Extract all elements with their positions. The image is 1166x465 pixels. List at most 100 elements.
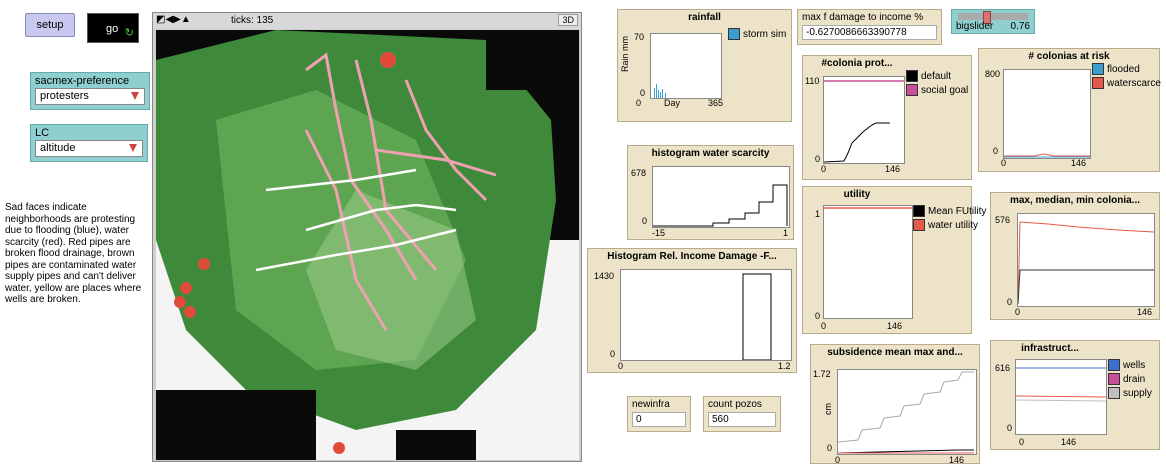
monitor-value: -0.6270086663390778	[802, 25, 937, 40]
rainfall-bars	[654, 84, 666, 98]
chooser-value[interactable]: protesters	[35, 88, 145, 105]
x-max: 146	[949, 455, 965, 465]
monitor-value: 560	[708, 412, 776, 427]
legend-swatch	[1092, 77, 1104, 89]
legend-item: flooded	[1092, 63, 1161, 75]
legend-item: wells	[1108, 359, 1152, 371]
y-max: 616	[995, 363, 1011, 373]
view-controls-icon[interactable]: ◩◀▶▲	[156, 14, 191, 25]
x-label: Day	[664, 98, 681, 108]
world-toolbar: ◩◀▶▲ ticks: 135 3D	[153, 13, 581, 29]
x-min: 0	[821, 164, 827, 174]
histogram-outline	[653, 184, 788, 227]
white-pipes	[255, 168, 457, 272]
legend-item: supply	[1108, 387, 1152, 399]
plot-area	[823, 76, 905, 164]
sad-face-icon	[333, 442, 345, 454]
chooser-label: sacmex-preference	[35, 75, 130, 87]
chooser-value[interactable]: altitude	[35, 140, 143, 157]
world-canvas[interactable]	[156, 30, 579, 460]
water-scarcity-histogram: histogram water scarcity 678 0 -15 1	[627, 145, 794, 240]
y-min: 0	[642, 216, 648, 226]
go-label: go	[106, 23, 119, 35]
x-min: -15	[652, 228, 666, 238]
monitor-value: 0	[632, 412, 686, 427]
y-min: 0	[610, 349, 616, 359]
x-max: 1.2	[778, 361, 791, 371]
plot-area	[823, 205, 913, 319]
slider-handle[interactable]	[982, 11, 991, 24]
series-waterscarce	[1004, 153, 1090, 157]
lc-chooser[interactable]: LC altitude	[30, 124, 148, 162]
black-corner	[396, 430, 476, 460]
series-drain	[1015, 395, 1107, 398]
slider-track[interactable]	[958, 11, 1028, 24]
3d-button[interactable]: 3D	[558, 14, 578, 26]
y-max: 800	[985, 69, 1001, 79]
setup-button[interactable]: setup	[25, 13, 75, 37]
count-pozos-monitor: count pozos 560	[703, 396, 781, 432]
y-min: 0	[1007, 423, 1013, 433]
legend-item: drain	[1108, 373, 1152, 385]
y-max: 70	[634, 32, 645, 42]
sacmex-preference-chooser[interactable]: sacmex-preference protesters	[30, 72, 150, 110]
plot-area	[652, 166, 790, 228]
subsidence-plot: subsidence mean max and... 1.72 cm 0 0 1…	[810, 344, 980, 465]
y-max: 678	[631, 168, 647, 178]
legend-item: default	[906, 70, 968, 82]
pink-pipes	[304, 52, 497, 331]
infrastructure-lines	[1015, 367, 1107, 402]
legend-swatch	[906, 84, 918, 96]
plot-area	[650, 33, 722, 99]
monitor-label: count pozos	[708, 399, 762, 410]
sad-face-icon	[174, 296, 186, 308]
dropdown-icon	[129, 144, 137, 152]
x-max: 365	[708, 98, 724, 108]
legend-swatch	[1108, 359, 1120, 371]
x-min: 0	[835, 455, 841, 465]
x-max: 146	[885, 164, 901, 174]
legend-swatch	[906, 70, 918, 82]
x-max: 146	[1137, 307, 1153, 317]
chooser-label: LC	[35, 127, 50, 139]
ticks-counter: ticks: 135	[231, 15, 274, 26]
sad-face-icon	[380, 52, 396, 68]
colonia-protest-plot: #colonia prot... 110 0 0 146 default soc…	[802, 55, 972, 180]
y-label: cm	[823, 403, 833, 415]
go-button[interactable]: go ↻	[87, 13, 139, 43]
legend-swatch	[728, 28, 740, 40]
plot-area	[1015, 359, 1107, 435]
plot-title: histogram water scarcity	[651, 148, 770, 159]
series-max	[1017, 221, 1155, 305]
plot-area	[837, 369, 977, 455]
world-view[interactable]: ◩◀▶▲ ticks: 135 3D	[152, 12, 582, 462]
legend-swatch	[1108, 373, 1120, 385]
y-min: 0	[815, 154, 821, 164]
utility-lines	[824, 207, 912, 209]
sad-face-icon	[180, 282, 192, 294]
max-median-min-plot: max, median, min colonia... 576 0 0 146	[990, 192, 1160, 320]
rain-series	[654, 84, 666, 98]
legend-item: water utility	[913, 219, 986, 231]
x-min: 0	[1001, 158, 1007, 168]
bigslider[interactable]: bigslider 0.76	[951, 9, 1035, 34]
y-max: 1430	[594, 271, 615, 281]
legend-swatch	[913, 219, 925, 231]
series-mean	[837, 449, 974, 454]
income-damage-bars	[742, 273, 772, 361]
legend-swatch	[1108, 387, 1120, 399]
plot-title: # colonias at risk	[1028, 51, 1110, 62]
monitor-label: max f damage to income %	[802, 12, 924, 23]
y-min: 0	[640, 88, 646, 98]
plot-area	[1003, 69, 1091, 159]
plot-area	[620, 269, 792, 361]
monitor-label: newinfra	[632, 399, 670, 410]
y-max: 576	[995, 215, 1011, 225]
y-min: 0	[827, 443, 833, 453]
legend-item: waterscarce	[1092, 77, 1161, 89]
plot-title: #colonia prot...	[821, 58, 893, 69]
x-max: 146	[887, 321, 903, 331]
income-damage-histogram: Histogram Rel. Income Damage -F... 1430 …	[587, 248, 797, 373]
plot-title: utility	[843, 189, 871, 200]
x-min: 0	[1019, 437, 1025, 447]
